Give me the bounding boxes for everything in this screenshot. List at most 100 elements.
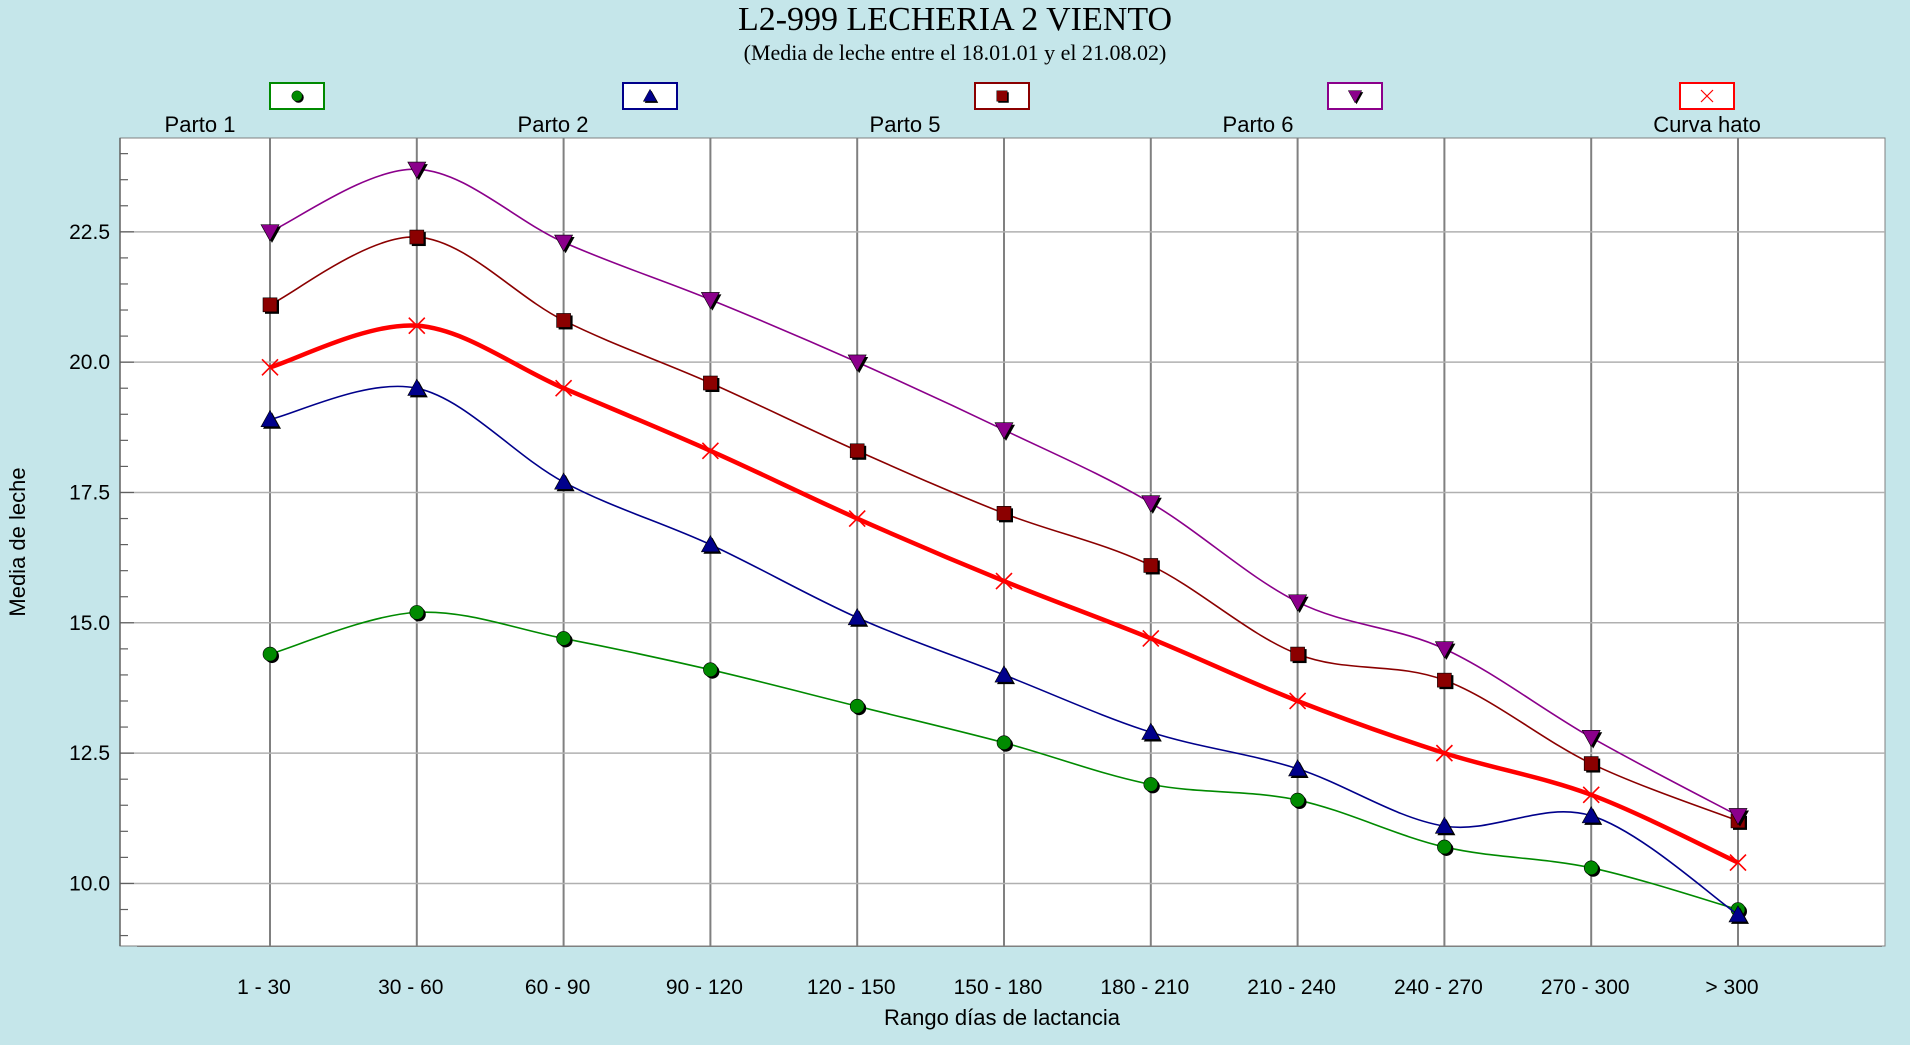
- data-point: [703, 375, 718, 391]
- data-point: [1434, 641, 1454, 659]
- data-point: [847, 607, 867, 626]
- series-5: [261, 317, 1747, 872]
- data-point: [1729, 854, 1747, 872]
- x-tick-label: 240 - 270: [1394, 976, 1483, 999]
- y-tick-label: 15.0: [69, 612, 110, 635]
- x-tick-label: 120 - 150: [807, 976, 896, 999]
- legend-label: Parto 1: [165, 112, 236, 137]
- plot-area: [119, 137, 1886, 947]
- data-point: [261, 358, 279, 376]
- data-point: [700, 292, 720, 310]
- y-axis-label: Media de leche: [5, 467, 30, 616]
- x-tick-label: 30 - 60: [378, 976, 443, 999]
- y-tick-label: 12.5: [69, 742, 110, 765]
- data-point: [994, 665, 1014, 683]
- data-point: [260, 409, 280, 427]
- data-point: [262, 646, 278, 662]
- x-tick-label: 180 - 210: [1100, 976, 1189, 999]
- legend-marker: [1700, 89, 1714, 103]
- data-point: [1582, 786, 1600, 804]
- data-point: [409, 605, 425, 620]
- data-point: [407, 161, 427, 179]
- data-point: [995, 572, 1013, 590]
- y-tick-label: 17.5: [69, 481, 110, 504]
- data-point: [1728, 808, 1748, 826]
- data-point: [700, 534, 720, 553]
- data-point: [701, 442, 719, 460]
- legend-item: Parto 2: [518, 82, 678, 137]
- data-point: [1434, 816, 1454, 834]
- x-tick-label: 60 - 90: [525, 976, 590, 999]
- data-point: [1581, 806, 1601, 824]
- series-4: [260, 161, 1749, 827]
- legend-label: Curva hato: [1653, 112, 1761, 137]
- x-tick-label: 90 - 120: [666, 976, 743, 999]
- axes: 10.0 12.5 15.0 17.5 20.0 22.5 1 - 30 30 - 60 60 …: [69, 138, 1759, 999]
- series-layer: [260, 161, 1749, 924]
- y-tick-label: 10.0: [69, 872, 110, 895]
- data-point: [1437, 672, 1452, 688]
- data-point: [556, 313, 571, 328]
- x-tick-label: 210 - 240: [1247, 976, 1336, 999]
- data-point: [849, 443, 865, 459]
- data-point: [1728, 905, 1748, 923]
- y-tick-label: 20.0: [69, 351, 110, 374]
- legend-item: Parto 5: [870, 82, 1030, 137]
- data-point: [1289, 692, 1307, 710]
- data-point: [1142, 629, 1160, 648]
- data-point: [703, 662, 718, 678]
- legend-marker: [1347, 90, 1363, 104]
- data-point: [1290, 792, 1305, 808]
- data-point: [555, 379, 573, 397]
- y-tick-label: 22.5: [69, 221, 110, 244]
- data-point: [1141, 495, 1161, 513]
- data-point: [996, 735, 1012, 750]
- grid: [120, 138, 1885, 946]
- data-point: [1141, 722, 1161, 740]
- data-point: [849, 698, 865, 714]
- data-point: [554, 234, 574, 252]
- legend-swatch: [622, 82, 678, 110]
- data-point: [1288, 759, 1308, 777]
- legend-label: Parto 6: [1223, 112, 1294, 137]
- chart-subtitle: (Media de leche entre el 18.01.01 y el 2…: [744, 40, 1167, 65]
- data-point: [1290, 646, 1305, 662]
- data-point: [556, 631, 571, 646]
- data-point: [1143, 558, 1159, 573]
- series-2: [260, 378, 1749, 924]
- x-tick-label: > 300: [1705, 976, 1758, 999]
- series-1: [262, 605, 1747, 919]
- x-axis-label: Rango días de lactancia: [884, 1005, 1121, 1030]
- legend-item: Parto 6: [1223, 82, 1383, 137]
- data-point: [260, 224, 280, 242]
- legend-swatch: [269, 82, 325, 110]
- legend-marker: [291, 90, 303, 102]
- data-point: [1288, 594, 1308, 612]
- chart-title: L2-999 LECHERIA 2 VIENTO: [738, 1, 1172, 38]
- data-point: [1435, 744, 1453, 762]
- data-point: [1143, 777, 1159, 792]
- legend-marker: [996, 90, 1008, 102]
- data-point: [1583, 756, 1599, 771]
- legend-item: Parto 1: [165, 82, 325, 137]
- data-point: [407, 378, 427, 396]
- x-tick-label: 1 - 30: [237, 976, 291, 999]
- data-point: [847, 354, 867, 372]
- data-point: [408, 317, 426, 335]
- data-point: [996, 506, 1012, 521]
- x-tick-label: 150 - 180: [954, 976, 1043, 999]
- legend-label: Parto 5: [870, 112, 941, 137]
- data-point: [554, 472, 574, 490]
- x-tick-label: 270 - 300: [1541, 976, 1630, 999]
- data-point: [409, 229, 425, 245]
- legend-item: Curva hato: [1653, 82, 1761, 137]
- data-point: [1581, 729, 1601, 748]
- data-point: [262, 297, 278, 313]
- data-point: [1437, 839, 1452, 855]
- data-point: [1583, 860, 1599, 876]
- legend-marker: [642, 88, 658, 102]
- data-point: [994, 422, 1014, 440]
- legend: Parto 1 Parto 2 Parto 5 Parto 6 Curva hato: [165, 82, 1761, 137]
